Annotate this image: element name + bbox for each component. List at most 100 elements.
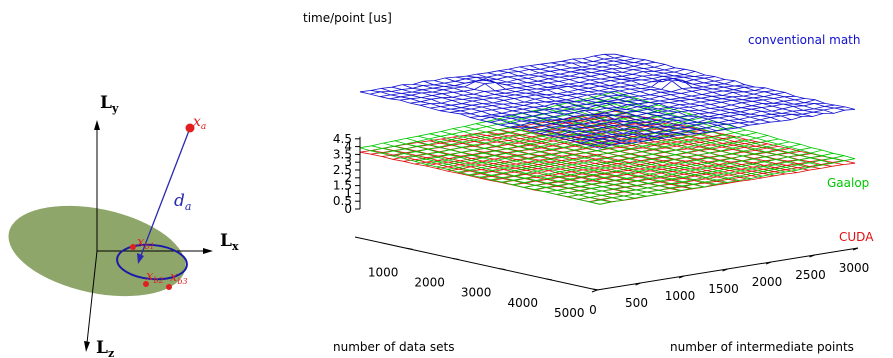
axis-y-label: Ly: [100, 93, 119, 115]
y-tick: [809, 254, 815, 258]
mesh-line: [383, 142, 624, 201]
x-axis-title: number of data sets: [333, 340, 454, 354]
axis-z-label: Lz: [96, 338, 114, 358]
x-tick-label: 2000: [414, 275, 445, 289]
x-tick: [592, 288, 599, 291]
y-tick-label: 500: [625, 296, 648, 310]
y-tick-label: 2500: [795, 268, 826, 282]
mesh-line: [464, 126, 705, 188]
z-axis-line: [86, 250, 98, 344]
mesh-line: [441, 131, 682, 191]
y-tick-label: 0: [589, 303, 597, 317]
mesh-line: [391, 86, 632, 144]
axis-x-label: Lx: [220, 231, 239, 253]
x-tick: [452, 257, 459, 260]
mesh-line: [434, 80, 675, 137]
point-a-label: xa: [193, 114, 206, 132]
geometry-diagram: Ly Lx Lz da xa xb1 xb2 xb3: [8, 93, 239, 358]
mesh-line: [466, 75, 707, 133]
mesh-line: [475, 123, 716, 185]
point-b3-label: xb3: [170, 270, 188, 286]
mesh-line: [540, 63, 781, 122]
mesh-line: [572, 58, 813, 117]
mesh-line: [423, 80, 664, 139]
x-tick: [499, 268, 506, 271]
x-tick: [406, 247, 413, 250]
z-tick-label: 4: [344, 140, 352, 154]
point-b3: [166, 284, 172, 290]
y-tick: [765, 261, 772, 265]
legend-gaalop: Gaalop: [827, 176, 869, 190]
y-tick: [635, 282, 641, 286]
mesh-line: [522, 113, 763, 177]
mesh-line: [394, 145, 635, 199]
mesh-line: [452, 128, 693, 189]
x-tick-label: 3000: [461, 286, 492, 300]
mesh-line: [402, 84, 643, 142]
mesh-line: [604, 53, 845, 111]
surface-chart: 4.543.532.521.510.5010002000300040005000…: [303, 11, 874, 354]
mesh-line: [508, 68, 749, 126]
surface-conventional-math: [359, 53, 856, 149]
mesh-line: [413, 84, 654, 141]
x-tick-label: 5000: [554, 306, 585, 320]
z-tick-label: 0.5: [333, 194, 352, 208]
mesh-line: [568, 102, 809, 168]
y-axis-arrowhead: [94, 120, 100, 130]
intersection-circle: [116, 243, 188, 281]
mesh-line: [580, 99, 821, 166]
point-a: [185, 123, 195, 133]
mesh-line: [529, 65, 771, 123]
mesh-line: [383, 147, 624, 201]
x-axis-line: [354, 236, 598, 291]
distance-label: da: [174, 191, 191, 213]
mesh-line: [593, 55, 834, 114]
distance-arrowhead: [137, 253, 144, 264]
z-tick-label: 2.5: [333, 163, 352, 177]
legend-conventional-math: conventional math: [748, 33, 860, 47]
legend-cuda: CUDA: [839, 230, 874, 244]
point-b1-label: xb1: [137, 235, 155, 251]
y-tick-label: 1000: [665, 289, 696, 303]
mesh-line: [519, 66, 760, 125]
mesh-line: [371, 145, 612, 203]
y-tick: [852, 247, 859, 251]
z-tick-label: 1: [344, 186, 352, 200]
mesh-line: [487, 120, 728, 183]
z-tick-label: 3.5: [333, 147, 352, 161]
z-tick-label: 0: [344, 202, 352, 216]
mesh-line: [561, 60, 802, 117]
mesh-line: [476, 73, 718, 132]
point-b2-label: xb2: [146, 269, 164, 285]
y-tick-label: 1500: [708, 282, 739, 296]
x-tick-label: 4000: [507, 296, 538, 310]
x-axis-arrowhead: [203, 248, 213, 254]
x-tick: [545, 278, 553, 281]
mesh-line: [359, 147, 601, 205]
mesh-line: [533, 110, 774, 175]
mesh-line: [487, 131, 728, 184]
mesh-line: [452, 136, 693, 190]
y-axis-title: number of intermediate points: [670, 340, 854, 354]
mesh-line: [551, 62, 792, 121]
z-tick-label: 4.5: [333, 132, 352, 146]
chart-axes: 4.543.532.521.510.5010002000300040005000…: [333, 132, 869, 320]
mesh-line: [614, 53, 856, 110]
y-tick-label: 2000: [752, 275, 783, 289]
mesh-line: [394, 140, 635, 199]
z-axis-arrowhead: [84, 341, 90, 352]
mesh-line: [487, 72, 728, 130]
mesh-line: [429, 133, 670, 193]
mesh-line: [582, 58, 824, 114]
mesh-line: [498, 70, 739, 129]
mesh-line: [370, 90, 611, 146]
point-b1: [130, 244, 136, 250]
mesh-line: [444, 77, 686, 135]
z-axis-title: time/point [us]: [303, 11, 392, 25]
point-b2: [143, 281, 149, 287]
y-tick: [722, 268, 728, 272]
mesh-line: [417, 135, 659, 195]
y-tick: [591, 289, 598, 293]
z-tick-label: 2: [344, 171, 352, 185]
